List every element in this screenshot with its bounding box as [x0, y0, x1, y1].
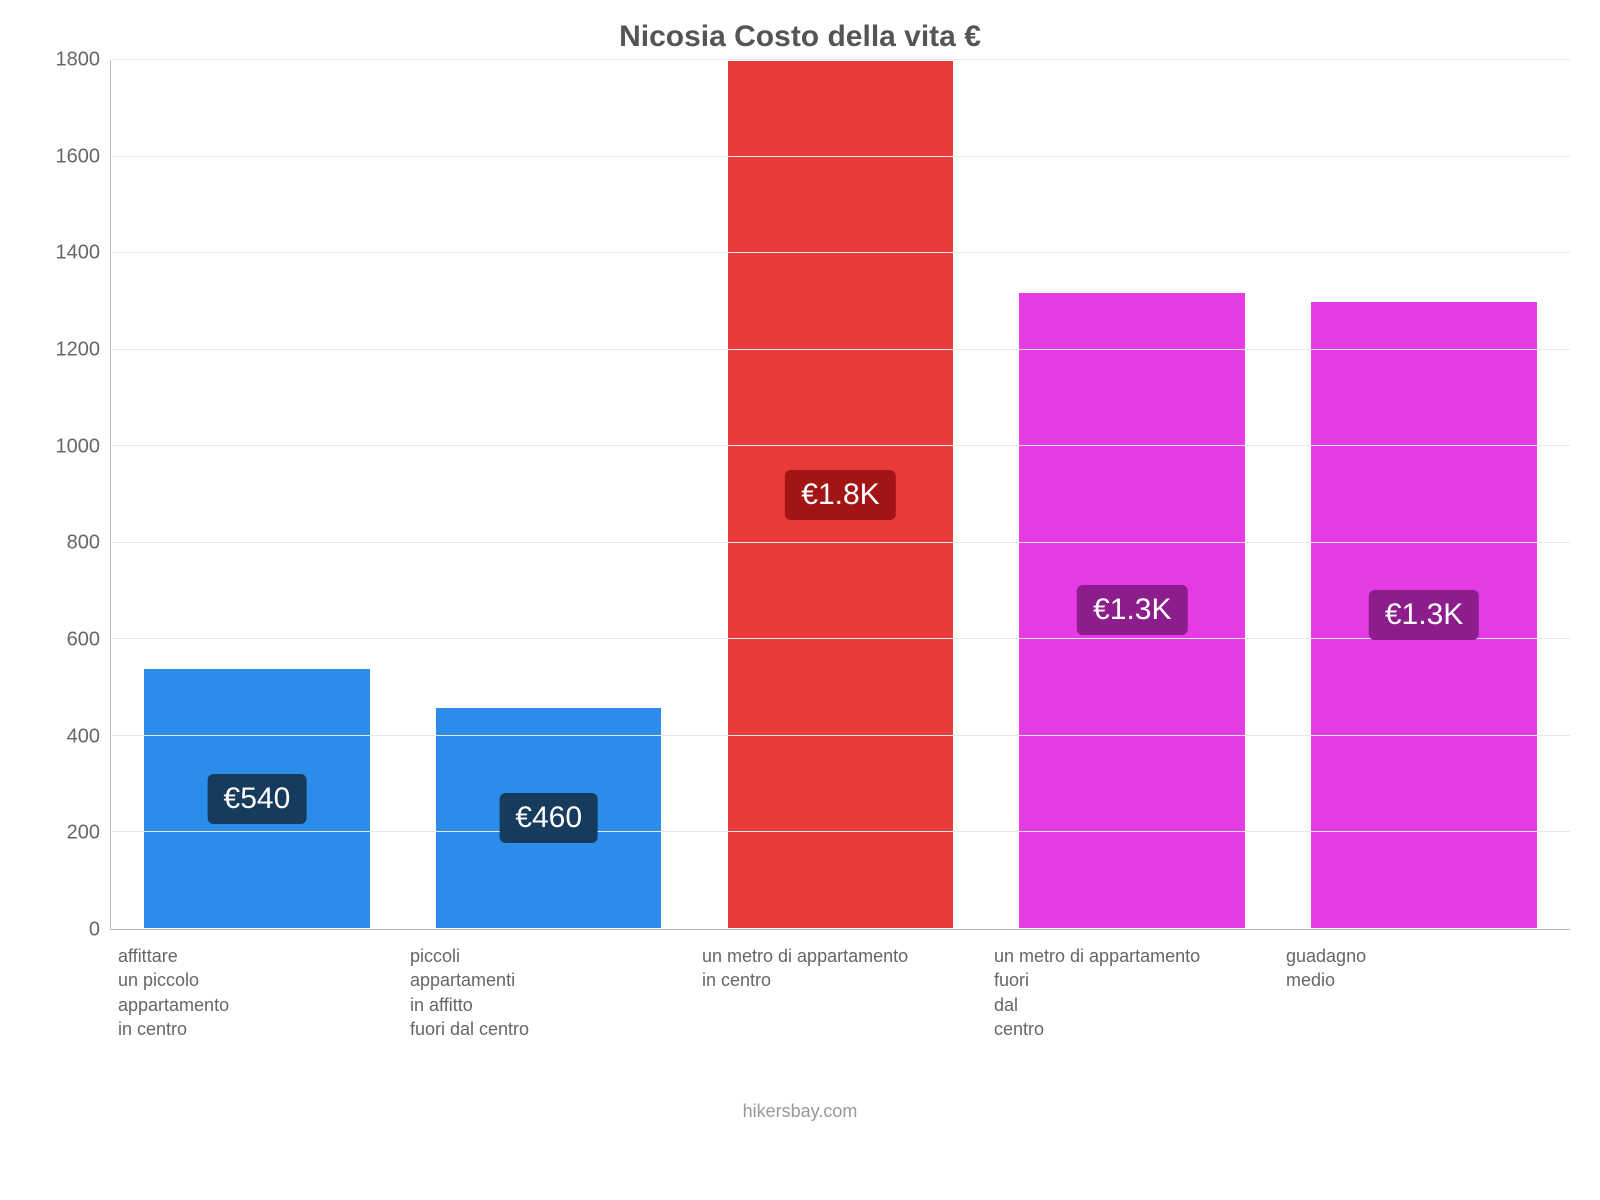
- y-tick: 1600: [30, 145, 100, 168]
- bar: €1.3K: [1310, 301, 1538, 929]
- bar: €460: [435, 707, 663, 929]
- y-tick: 1000: [30, 435, 100, 458]
- x-category-label: guadagno medio: [1278, 944, 1570, 1041]
- cost-of-living-chart: Nicosia Costo della vita € 0 200 400 600 800…: [0, 0, 1600, 1200]
- bar-slot: €1.3K: [986, 60, 1278, 929]
- bar: €1.8K: [727, 60, 955, 929]
- bar-value-label: €540: [208, 774, 307, 824]
- bar: €540: [143, 668, 371, 929]
- x-axis: affittare un piccolo appartamento in cen…: [110, 944, 1570, 1041]
- bar-slot: €1.3K: [1278, 60, 1570, 929]
- chart-title: Nicosia Costo della vita €: [30, 20, 1570, 54]
- x-category-label: un metro di appartamento fuori dal centr…: [986, 944, 1278, 1041]
- bar: €1.3K: [1018, 292, 1246, 929]
- y-tick: 400: [30, 725, 100, 748]
- y-axis: 020040060080010001200140016001800: [30, 60, 110, 930]
- plot-outer: 020040060080010001200140016001800 €540€4…: [30, 60, 1570, 930]
- gridline: [111, 349, 1570, 350]
- gridline: [111, 831, 1570, 832]
- plot-area: €540 €460 €1.8K €1.3K €1.3K: [110, 60, 1570, 930]
- bar-slot: €460: [403, 60, 695, 929]
- x-category-label: affittare un piccolo appartamento in cen…: [110, 944, 402, 1041]
- gridline: [111, 542, 1570, 543]
- x-category-label: piccoli appartamenti in affitto fuori da…: [402, 944, 694, 1041]
- gridline: [111, 59, 1570, 60]
- bar-slot: €540: [111, 60, 403, 929]
- bars-container: €540 €460 €1.8K €1.3K €1.3K: [111, 60, 1570, 929]
- y-tick: 1800: [30, 49, 100, 72]
- source-text: hikersbay.com: [30, 1101, 1570, 1122]
- bar-slot: €1.8K: [695, 60, 987, 929]
- y-tick: 1200: [30, 339, 100, 362]
- y-tick: 200: [30, 822, 100, 845]
- bar-value-label: €1.3K: [1077, 585, 1187, 635]
- y-tick: 800: [30, 532, 100, 555]
- gridline: [111, 638, 1570, 639]
- x-category-label: un metro di appartamento in centro: [694, 944, 986, 1041]
- bar-value-label: €460: [499, 793, 598, 843]
- y-tick: 0: [30, 919, 100, 942]
- bar-value-label: €1.8K: [785, 470, 895, 520]
- y-tick: 600: [30, 629, 100, 652]
- gridline: [111, 445, 1570, 446]
- y-tick: 1400: [30, 242, 100, 265]
- gridline: [111, 252, 1570, 253]
- gridline: [111, 735, 1570, 736]
- bar-value-label: €1.3K: [1369, 590, 1479, 640]
- gridline: [111, 156, 1570, 157]
